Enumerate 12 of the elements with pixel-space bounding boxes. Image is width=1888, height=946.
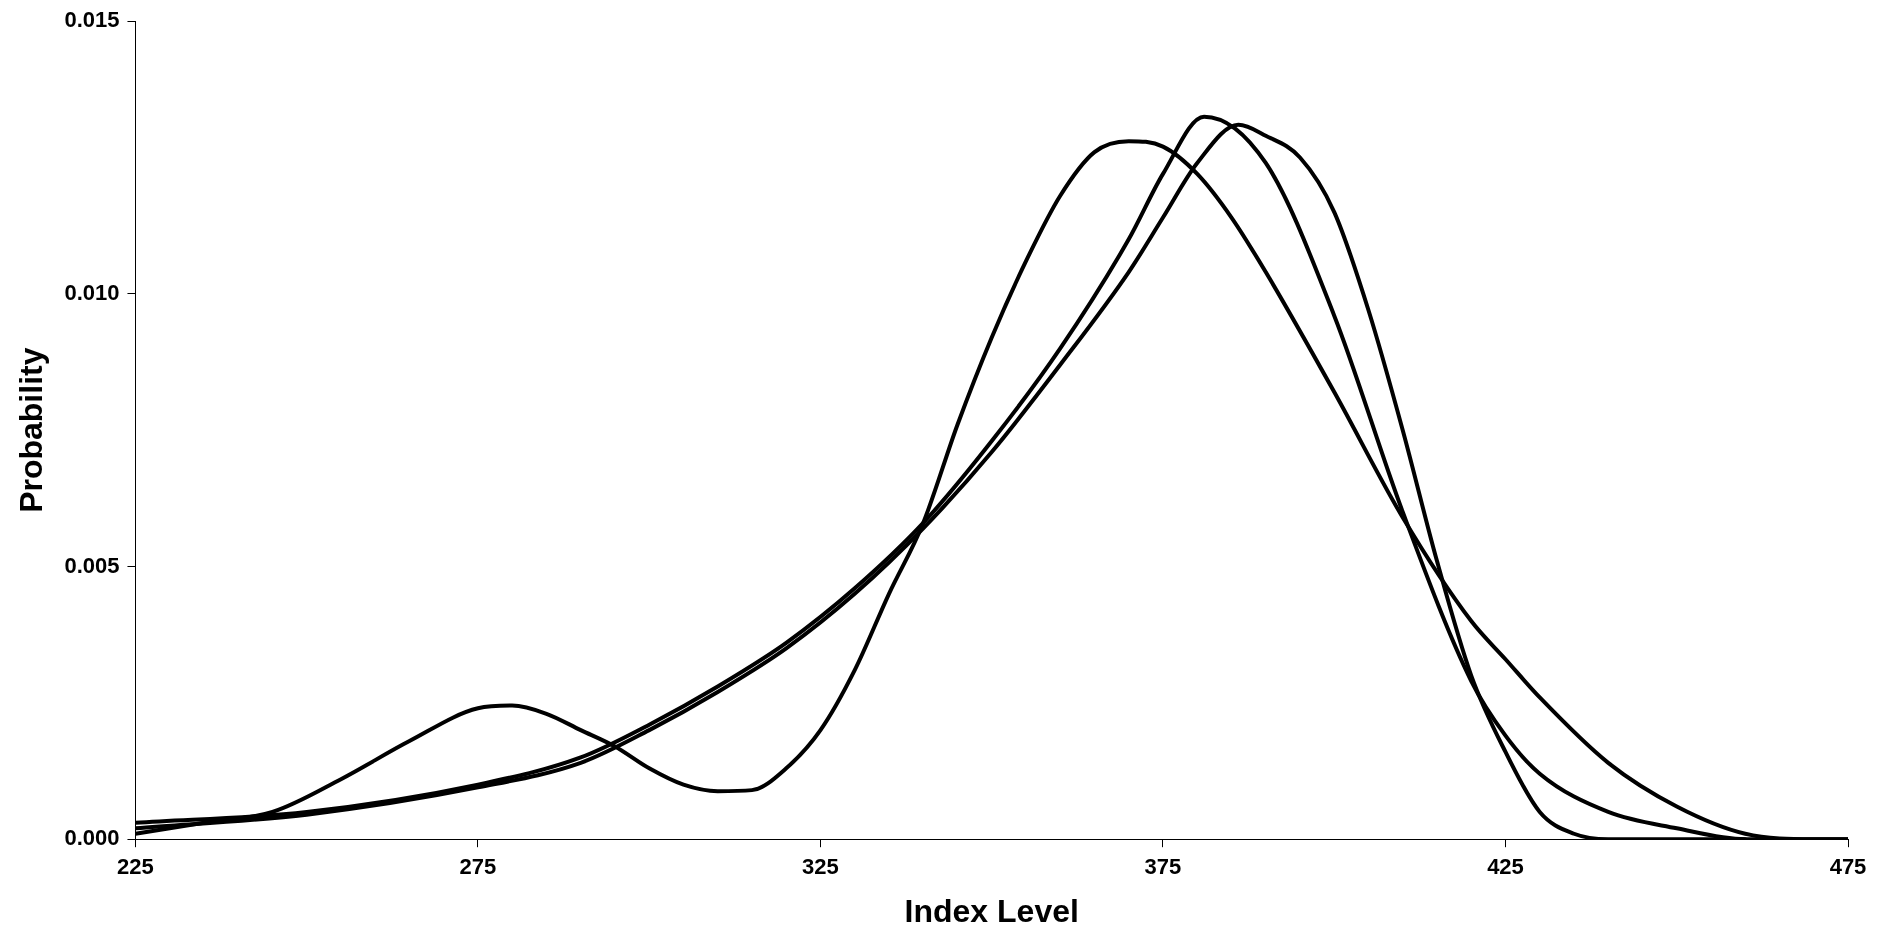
x-tick-label: 425	[1487, 854, 1524, 880]
x-tick-label: 475	[1829, 854, 1867, 880]
x-tick-label: 275	[459, 854, 497, 880]
x-tick-label: 225	[117, 854, 154, 880]
x-tick-label: 325	[802, 854, 839, 880]
x-axis-title: Index Level	[904, 892, 1079, 929]
y-tick-label: 0.005	[64, 552, 120, 578]
x-tick-label: 375	[1144, 854, 1182, 880]
y-tick-label: 0.010	[64, 279, 120, 305]
y-axis-title: Probability	[13, 347, 50, 513]
y-tick-label: 0.015	[64, 7, 120, 33]
y-tick-label: 0.000	[64, 825, 120, 851]
